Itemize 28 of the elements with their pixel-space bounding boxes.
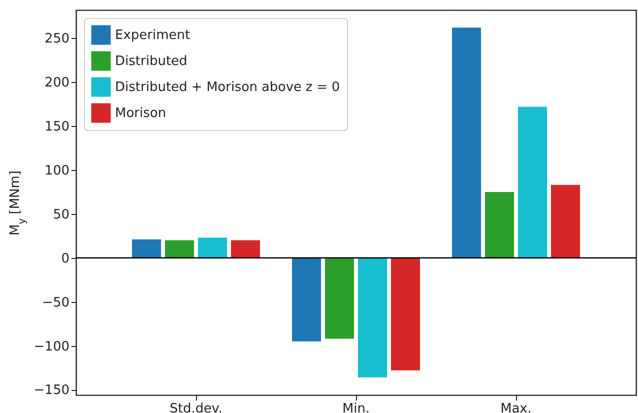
bar [390, 258, 420, 370]
bar [198, 238, 228, 258]
bar [550, 184, 580, 258]
y-tick-label: 50 [52, 207, 70, 222]
bar [164, 240, 194, 258]
y-tick-label: 250 [44, 32, 70, 47]
y-tick-label: −100 [34, 339, 70, 354]
y-tick-label: 150 [44, 120, 70, 135]
y-tick-label: 100 [44, 163, 70, 178]
legend-label: Experiment [115, 28, 190, 43]
y-tick-label: −50 [42, 295, 70, 310]
bar [132, 239, 162, 258]
y-tick-label: 200 [44, 76, 70, 91]
bar [484, 192, 514, 258]
bar [230, 240, 260, 258]
y-tick-label: −150 [34, 383, 70, 398]
x-tick-label: Max. [500, 402, 532, 413]
bar [358, 258, 388, 378]
bar [452, 28, 482, 258]
legend-label: Distributed + Morison above z = 0 [115, 80, 340, 95]
legend-label: Morison [115, 106, 166, 121]
x-tick-label: Std.dev. [170, 402, 222, 413]
x-tick-label: Min. [342, 402, 370, 413]
bar [292, 258, 322, 342]
bar [518, 106, 548, 258]
bar [324, 258, 354, 339]
y-tick-label: 0 [61, 251, 70, 266]
legend-label: Distributed [115, 54, 188, 69]
